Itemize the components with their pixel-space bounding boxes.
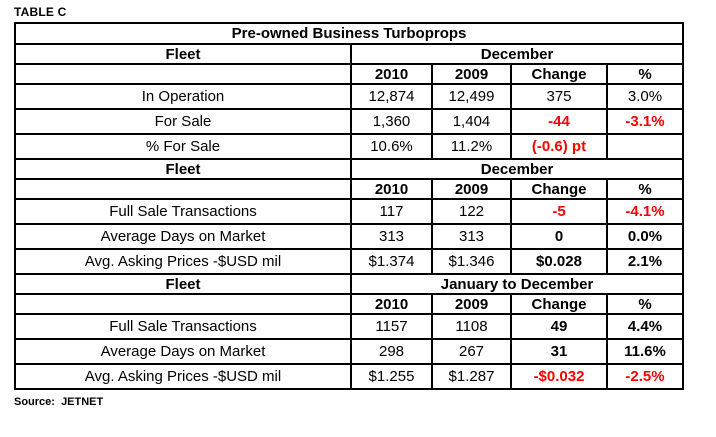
value-percent: 2.1% bbox=[605, 248, 685, 275]
table-label: TABLE C bbox=[14, 5, 67, 19]
value-change: 0 bbox=[510, 223, 608, 250]
period-header: January to December bbox=[349, 273, 685, 295]
table-row: % For Sale 10.6% 11.2% (-0.6) pt bbox=[14, 133, 685, 160]
value-change: -5 bbox=[510, 198, 608, 225]
value-2010: 12,874 bbox=[350, 83, 433, 110]
value-2010: $1.255 bbox=[350, 363, 433, 390]
value-2010: 298 bbox=[350, 338, 433, 365]
value-2009: 1108 bbox=[431, 313, 512, 340]
empty-header-cell bbox=[14, 293, 352, 315]
column-header-row: 2010 2009 Change % bbox=[14, 63, 685, 85]
value-2009: 1,404 bbox=[431, 108, 512, 135]
column-header-row: 2010 2009 Change % bbox=[14, 178, 685, 200]
value-2010: $1.374 bbox=[350, 248, 433, 275]
fleet-header: Fleet bbox=[14, 273, 352, 295]
col-header-2009: 2009 bbox=[431, 63, 512, 85]
table-row: Avg. Asking Prices -$USD mil $1.255 $1.2… bbox=[14, 363, 685, 390]
row-label: For Sale bbox=[14, 108, 352, 135]
table-row: Full Sale Transactions 117 122 -5 -4.1% bbox=[14, 198, 685, 225]
value-change: 49 bbox=[510, 313, 608, 340]
row-label: Avg. Asking Prices -$USD mil bbox=[14, 248, 352, 275]
value-change: -$0.032 bbox=[510, 363, 608, 390]
value-2010: 10.6% bbox=[350, 133, 433, 160]
table-row: Full Sale Transactions 1157 1108 49 4.4% bbox=[14, 313, 685, 340]
row-label: Full Sale Transactions bbox=[14, 198, 352, 225]
table-row: For Sale 1,360 1,404 -44 -3.1% bbox=[14, 108, 685, 135]
value-2010: 1,360 bbox=[350, 108, 433, 135]
col-header-2010: 2010 bbox=[350, 63, 433, 85]
section-fleet-december: Pre-owned Business Turboprops Fleet Dece… bbox=[13, 22, 685, 160]
col-header-percent: % bbox=[605, 178, 685, 200]
row-label: Average Days on Market bbox=[14, 223, 352, 250]
table-row: In Operation 12,874 12,499 375 3.0% bbox=[14, 83, 685, 110]
value-percent: -3.1% bbox=[605, 108, 685, 135]
value-change: $0.028 bbox=[510, 248, 608, 275]
row-label: In Operation bbox=[14, 83, 352, 110]
value-percent: 11.6% bbox=[605, 338, 685, 365]
section-header-row: Fleet December bbox=[14, 158, 685, 180]
col-header-percent: % bbox=[605, 63, 685, 85]
value-2010: 117 bbox=[350, 198, 433, 225]
col-header-2009: 2009 bbox=[431, 178, 512, 200]
empty-header-cell bbox=[14, 178, 352, 200]
col-header-change: Change bbox=[510, 293, 608, 315]
table-row: Average Days on Market 298 267 31 11.6% bbox=[14, 338, 685, 365]
col-header-change: Change bbox=[510, 63, 608, 85]
period-header: December bbox=[349, 158, 685, 180]
table-row: Average Days on Market 313 313 0 0.0% bbox=[14, 223, 685, 250]
col-header-percent: % bbox=[605, 293, 685, 315]
value-2009: 11.2% bbox=[431, 133, 512, 160]
value-percent: -2.5% bbox=[605, 363, 685, 390]
value-2010: 313 bbox=[350, 223, 433, 250]
value-percent: -4.1% bbox=[605, 198, 685, 225]
source-note: Source: JETNET bbox=[14, 396, 104, 408]
fleet-header: Fleet bbox=[14, 158, 352, 180]
col-header-2010: 2010 bbox=[350, 178, 433, 200]
fleet-header: Fleet bbox=[14, 43, 352, 65]
row-label: Average Days on Market bbox=[14, 338, 352, 365]
value-percent bbox=[605, 133, 685, 160]
value-2009: 12,499 bbox=[431, 83, 512, 110]
col-header-2010: 2010 bbox=[350, 293, 433, 315]
section-transactions-december: Fleet December 2010 2009 Change % Full S… bbox=[14, 158, 685, 275]
value-2010: 1157 bbox=[350, 313, 433, 340]
value-2009: 122 bbox=[431, 198, 512, 225]
column-header-row: 2010 2009 Change % bbox=[14, 293, 685, 315]
value-2009: $1.346 bbox=[431, 248, 512, 275]
table-row: Avg. Asking Prices -$USD mil $1.374 $1.3… bbox=[14, 248, 685, 275]
value-change: 31 bbox=[510, 338, 608, 365]
table-title: Pre-owned Business Turboprops bbox=[13, 22, 685, 45]
row-label: Avg. Asking Prices -$USD mil bbox=[14, 363, 352, 390]
row-label: Full Sale Transactions bbox=[14, 313, 352, 340]
col-header-2009: 2009 bbox=[431, 293, 512, 315]
value-2009: 267 bbox=[431, 338, 512, 365]
col-header-change: Change bbox=[510, 178, 608, 200]
value-percent: 3.0% bbox=[605, 83, 685, 110]
table-title-row: Pre-owned Business Turboprops bbox=[13, 22, 685, 45]
value-percent: 0.0% bbox=[605, 223, 685, 250]
period-header: December bbox=[349, 43, 685, 65]
section-transactions-january-december: Fleet January to December 2010 2009 Chan… bbox=[14, 273, 685, 390]
value-change: -44 bbox=[510, 108, 608, 135]
section-header-row: Fleet January to December bbox=[14, 273, 685, 295]
page: TABLE C Pre-owned Business Turboprops Fl… bbox=[13, 5, 685, 408]
value-percent: 4.4% bbox=[605, 313, 685, 340]
section-header-row: Fleet December bbox=[14, 43, 685, 65]
value-change: 375 bbox=[510, 83, 608, 110]
value-change: (-0.6) pt bbox=[510, 133, 608, 160]
value-2009: $1.287 bbox=[431, 363, 512, 390]
empty-header-cell bbox=[14, 63, 352, 85]
row-label: % For Sale bbox=[14, 133, 352, 160]
value-2009: 313 bbox=[431, 223, 512, 250]
turboprops-table: Pre-owned Business Turboprops Fleet Dece… bbox=[13, 22, 685, 390]
